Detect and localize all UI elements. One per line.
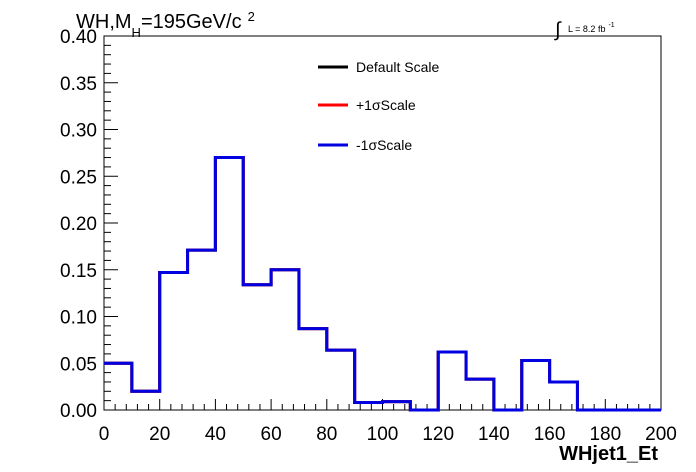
- x-axis-label: WHjet1_Et: [559, 443, 658, 465]
- y-tick-label: 0.00: [60, 401, 97, 422]
- y-tick-label: 0.20: [60, 214, 97, 235]
- luminosity-label: L = 8.2 fb -1: [568, 22, 615, 34]
- title-subscript: H: [132, 25, 141, 40]
- y-tick-label: 0.40: [60, 27, 97, 48]
- chart-title: WH,MH=195GeV/c 2: [76, 9, 255, 40]
- x-tick-label: 0: [99, 424, 110, 445]
- series-group: [104, 156, 661, 412]
- title-suffix: =195GeV/c: [141, 11, 242, 33]
- series-line-1: [104, 156, 661, 412]
- y-axis: 0.00 0.05 0.10 0.15 0.20 0.25 0.30 0.35 0.40: [60, 27, 118, 422]
- luminosity-superscript: -1: [608, 22, 614, 29]
- x-tick-label: 20: [149, 424, 170, 445]
- x-tick-label: 160: [534, 424, 566, 445]
- y-tick-label: 0.15: [60, 261, 97, 282]
- title-superscript: 2: [248, 9, 255, 24]
- x-tick-label: 180: [589, 424, 621, 445]
- y-tick-label: 0.35: [60, 74, 97, 95]
- luminosity-integral-symbol: ∫: [554, 19, 562, 41]
- x-axis: 0 20 40 60 80 100 120 140 160 180 200: [99, 399, 677, 445]
- y-tick-label: 0.25: [60, 167, 97, 188]
- plot-frame: [103, 35, 662, 411]
- legend-label-0: Default Scale: [356, 59, 439, 75]
- y-tick-label: 0.10: [60, 308, 97, 329]
- series-line-2: [104, 156, 661, 412]
- y-tick-label: 0.30: [60, 121, 97, 142]
- x-tick-label: 120: [422, 424, 454, 445]
- x-tick-label: 80: [316, 424, 337, 445]
- x-tick-label: 40: [205, 424, 226, 445]
- y-tick-label: 0.05: [60, 354, 97, 375]
- x-tick-label: 200: [645, 424, 677, 445]
- series-line-0: [104, 156, 661, 412]
- legend-label-2: -1σScale: [356, 137, 412, 153]
- legend-label-1: +1σScale: [356, 97, 416, 113]
- legend: Default Scale +1σScale -1σScale: [318, 59, 439, 153]
- x-tick-label: 140: [478, 424, 510, 445]
- luminosity-text: L = 8.2 fb: [568, 24, 605, 34]
- title-prefix: WH,M: [76, 11, 132, 33]
- x-tick-label: 60: [261, 424, 282, 445]
- x-tick-label: 100: [367, 424, 399, 445]
